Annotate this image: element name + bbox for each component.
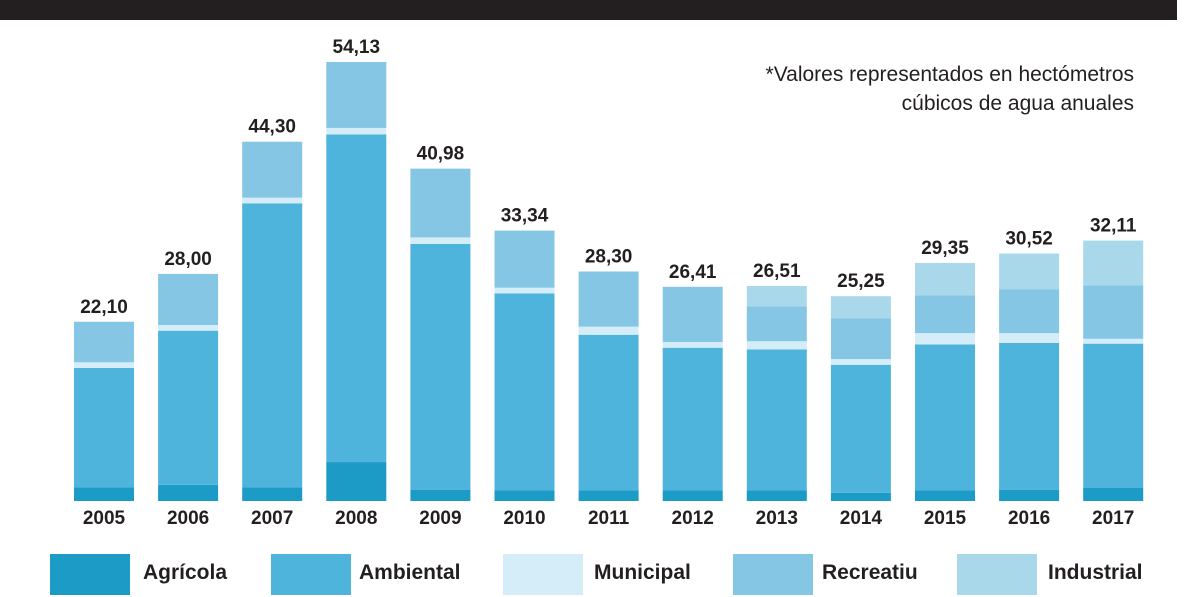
bar-segment-agrcola-2009	[410, 489, 471, 501]
bar-segment-ambiental-2010	[494, 293, 555, 491]
total-label-2013: 26,51	[753, 261, 801, 282]
total-label-2008: 54,13	[333, 37, 381, 58]
bar-segment-municipal-2012	[662, 342, 723, 348]
legend-swatch-recreatiu	[733, 554, 813, 595]
total-label-2007: 44,30	[248, 117, 296, 138]
bar-segment-recreatiu-2010	[494, 230, 555, 288]
x-tick-label-2014: 2014	[840, 508, 883, 529]
bar-segment-industrial-2013	[746, 286, 807, 307]
bar-segment-municipal-2011	[578, 326, 639, 335]
x-tick-label-2012: 2012	[672, 508, 714, 529]
x-tick-label-2009: 2009	[419, 508, 461, 529]
legend-swatch-municipal	[503, 554, 583, 595]
legend-label-industrial: Industrial	[1048, 561, 1143, 584]
total-label-2017: 32,11	[1090, 216, 1137, 237]
bar-segment-ambiental-2006	[158, 330, 219, 485]
x-tick-label-2007: 2007	[251, 508, 293, 529]
bar-segment-agrcola-2006	[158, 484, 219, 501]
x-tick-label-2015: 2015	[924, 508, 967, 529]
total-label-2011: 28,30	[585, 246, 633, 267]
bar-segment-ambiental-2016	[999, 342, 1060, 490]
bar-segment-ambiental-2014	[830, 364, 891, 493]
x-tick-label-2010: 2010	[503, 508, 545, 529]
bar-segment-agrcola-2011	[578, 490, 639, 501]
bar-segment-recreatiu-2011	[578, 271, 639, 327]
bar-segment-ambiental-2009	[410, 243, 471, 490]
total-label-2012: 26,41	[669, 262, 717, 283]
bar-segment-municipal-2006	[158, 325, 219, 331]
bar-segment-recreatiu-2014	[830, 318, 891, 360]
units-note: *Valores representados en hectómetros cú…	[766, 60, 1134, 118]
x-tick-label-2008: 2008	[335, 508, 377, 529]
bar-segment-municipal-2015	[915, 333, 975, 345]
bar-segment-recreatiu-2007	[242, 141, 303, 198]
bar-segment-recreatiu-2015	[915, 295, 975, 334]
bar-segment-municipal-2005	[74, 362, 134, 368]
bar-segment-municipal-2014	[830, 359, 891, 365]
bar-segment-agrcola-2017	[1083, 488, 1144, 501]
bar-segment-agrcola-2015	[915, 490, 975, 501]
legend-swatch-agrcola	[50, 554, 130, 595]
chart-legend: Agrícola Ambiental Municipal Recreatiu Indus…	[0, 550, 1200, 596]
bar-segment-recreatiu-2008	[326, 62, 387, 128]
total-label-2009: 40,98	[417, 144, 465, 165]
bar-segment-municipal-2009	[410, 237, 471, 244]
x-tick-label-2013: 2013	[756, 508, 798, 529]
total-label-2016: 30,52	[1005, 228, 1053, 249]
legend-label-agrcola: Agrícola	[143, 561, 228, 584]
bar-segment-ambiental-2017	[1083, 343, 1144, 489]
legend-label-municipal: Municipal	[594, 561, 691, 584]
stacked-bar-chart: 22,10 2005 28,00 2006 44,30 2007 54,13 2008 40,9…	[74, 37, 1144, 529]
bar-segment-agrcola-2005	[74, 487, 134, 501]
legend-label-ambiental: Ambiental	[359, 561, 461, 584]
bar-segment-industrial-2015	[915, 262, 975, 296]
bar-segment-ambiental-2005	[74, 367, 134, 488]
x-tick-label-2017: 2017	[1092, 508, 1134, 529]
bar-segment-recreatiu-2012	[662, 286, 723, 343]
bar-segment-recreatiu-2009	[410, 168, 471, 238]
bar-segment-agrcola-2012	[662, 490, 723, 501]
units-note-line-2: cúbicos de agua anuales	[901, 92, 1134, 115]
bar-segment-industrial-2014	[830, 296, 891, 319]
x-tick-label-2011: 2011	[588, 508, 630, 529]
total-label-2015: 29,35	[921, 238, 969, 259]
bar-segment-ambiental-2011	[578, 334, 639, 491]
bar-segment-agrcola-2008	[326, 462, 387, 501]
x-tick-label-2006: 2006	[167, 508, 209, 529]
total-label-2010: 33,34	[501, 206, 549, 227]
bar-segment-ambiental-2007	[242, 203, 303, 488]
bar-segment-municipal-2016	[999, 333, 1060, 343]
bar-segment-agrcola-2010	[494, 490, 555, 501]
bar-segment-recreatiu-2013	[746, 306, 807, 342]
bar-segment-recreatiu-2017	[1083, 285, 1144, 339]
x-tick-label-2005: 2005	[83, 508, 126, 529]
header-bar	[0, 0, 1177, 20]
bar-segment-municipal-2017	[1083, 338, 1144, 344]
bar-segment-ambiental-2008	[326, 134, 387, 463]
bar-segment-recreatiu-2005	[74, 321, 134, 363]
bar-segment-agrcola-2014	[830, 492, 891, 501]
bar-segment-agrcola-2016	[999, 489, 1060, 501]
bar-segment-industrial-2016	[999, 253, 1060, 290]
legend-label-recreatiu: Recreatiu	[822, 561, 918, 584]
bar-segment-municipal-2007	[242, 197, 303, 204]
bar-segment-municipal-2010	[494, 287, 555, 294]
bar-segment-municipal-2008	[326, 127, 387, 135]
bar-segment-agrcola-2007	[242, 487, 303, 501]
units-note-line-1: *Valores representados en hectómetros	[765, 63, 1134, 86]
bar-segment-municipal-2013	[746, 341, 807, 350]
total-label-2006: 28,00	[164, 249, 212, 270]
total-label-2005: 22,10	[80, 297, 128, 318]
bar-segment-ambiental-2012	[662, 347, 723, 491]
legend-swatch-ambiental	[271, 554, 351, 595]
bar-segment-agrcola-2013	[746, 490, 807, 501]
bar-segment-ambiental-2013	[746, 349, 807, 491]
total-label-2014: 25,25	[837, 271, 885, 292]
bar-segment-industrial-2017	[1083, 240, 1144, 286]
bar-segment-recreatiu-2006	[158, 273, 219, 326]
x-tick-label-2016: 2016	[1008, 508, 1050, 529]
bar-segment-recreatiu-2016	[999, 289, 1060, 334]
bar-segment-ambiental-2015	[915, 344, 975, 491]
legend-swatch-industrial	[957, 554, 1037, 595]
